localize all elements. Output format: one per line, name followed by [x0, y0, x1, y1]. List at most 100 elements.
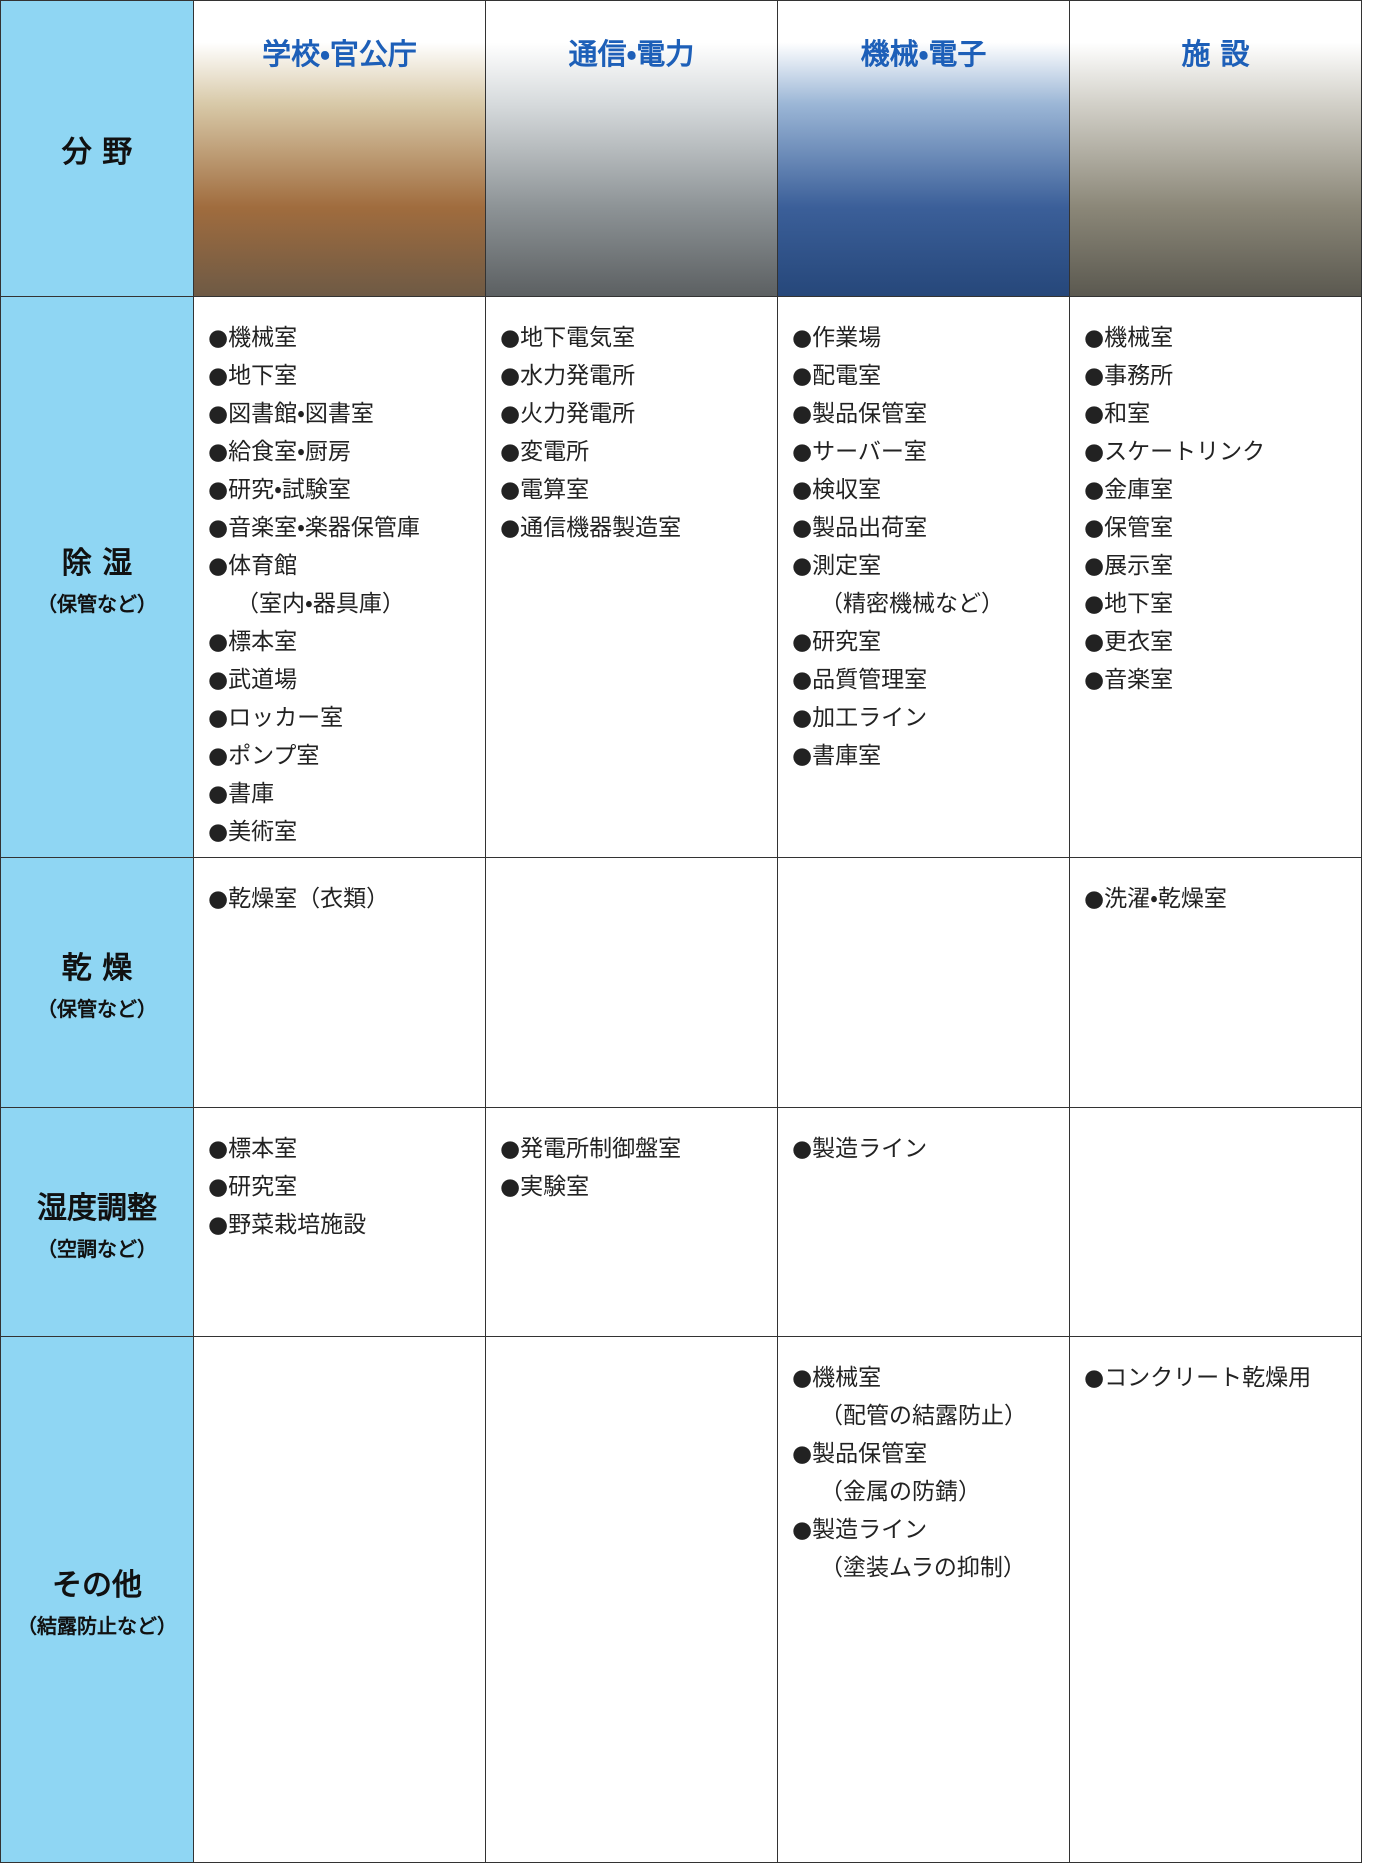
item-note: （室内・器具庫）: [236, 591, 405, 617]
row-label: その他: [52, 1568, 142, 1603]
item: ●美術室: [208, 819, 298, 845]
item: ●製品保管室: [792, 1441, 928, 1467]
item: ●標本室: [208, 1136, 298, 1162]
item-list: ●洗濯・乾燥室: [1070, 858, 1361, 918]
row-label-cell: 湿度調整 （空調など）: [0, 1108, 194, 1337]
table-cell: ●機械室 （配管の結露防止） ●製品保管室 （金属の防錆） ●製造ライン （塗装ムラの抑制…: [778, 1337, 1070, 1863]
row-sublabel: （保管など）: [37, 997, 157, 1021]
item: ●給食室・厨房: [208, 439, 351, 465]
item-list: ●発電所制御盤室 ●実験室: [486, 1108, 777, 1206]
row-label: 除 湿: [61, 545, 133, 581]
item: ●研究室: [208, 1174, 298, 1200]
item: ●標本室: [208, 629, 298, 655]
item: ●研究室: [792, 629, 882, 655]
item-note: （塗装ムラの抑制）: [820, 1555, 1026, 1581]
item: ●製品出荷室: [792, 515, 928, 541]
item: ●配電室: [792, 363, 882, 389]
item: ●地下室: [208, 363, 298, 389]
row-sublabel: （結露防止など）: [17, 1614, 177, 1638]
item: ●スケートリンク: [1084, 439, 1266, 465]
item-list: ●標本室 ●研究室 ●野菜栽培施設: [194, 1108, 485, 1244]
item: ●加工ライン: [792, 705, 928, 731]
item: ●機械室: [792, 1365, 882, 1391]
table-cell: [1070, 1108, 1362, 1337]
item-list: ●地下電気室 ●水力発電所 ●火力発電所 ●変電所 ●電算室 ●通信機器製造室: [486, 297, 777, 547]
item: ●書庫室: [792, 743, 882, 769]
item: ●火力発電所: [500, 401, 636, 427]
item: ●発電所制御盤室: [500, 1136, 682, 1162]
item: ●洗濯・乾燥室: [1084, 886, 1227, 912]
item: ●製造ライン: [792, 1136, 928, 1162]
item: ●野菜栽培施設: [208, 1212, 367, 1238]
item-list: ●作業場 ●配電室 ●製品保管室 ●サーバー室 ●検収室 ●製品出荷室 ●測定室 （精密機械な…: [778, 297, 1069, 775]
item-list: [486, 858, 777, 880]
item: ●作業場: [792, 325, 882, 351]
item-note: （配管の結露防止）: [820, 1403, 1027, 1429]
item: ●和室: [1084, 401, 1151, 427]
item: ●地下室: [1084, 591, 1174, 617]
item-list: [194, 1337, 485, 1359]
table-cell: ●発電所制御盤室 ●実験室: [486, 1108, 778, 1337]
item-list: [486, 1337, 777, 1359]
row-label-cell: 乾 燥 （保管など）: [0, 858, 194, 1108]
item-list: ●機械室 （配管の結露防止） ●製品保管室 （金属の防錆） ●製造ライン （塗装ムラの抑制…: [778, 1337, 1069, 1587]
item: ●金庫室: [1084, 477, 1174, 503]
item-note: （精密機械など）: [820, 591, 1004, 617]
item: ●機械室: [208, 325, 298, 351]
column-header: 通信・電力: [486, 0, 778, 297]
row-label-cell: その他 （結露防止など）: [0, 1337, 194, 1863]
row-label: 乾 燥: [61, 951, 133, 986]
item-list: [1070, 1108, 1361, 1130]
table-cell: [194, 1337, 486, 1863]
item: ●品質管理室: [792, 667, 928, 693]
item: ●機械室: [1084, 325, 1174, 351]
item: ●音楽室・楽器保管庫: [208, 515, 420, 541]
column-title: 学校・官公庁: [262, 37, 417, 71]
item: ●水力発電所: [500, 363, 636, 389]
table-cell: ●乾燥室（衣類）: [194, 858, 486, 1108]
item-list: [778, 858, 1069, 880]
item-note: （金属の防錆）: [820, 1479, 981, 1505]
item: ●検収室: [792, 477, 882, 503]
item-list: ●機械室 ●地下室 ●図書館・図書室 ●給食室・厨房 ●研究・試験室 ●音楽室・楽器保管庫…: [194, 297, 485, 851]
item: ●保管室: [1084, 515, 1174, 541]
item: ●ポンプ室: [208, 743, 320, 769]
row-sublabel: （保管など）: [37, 591, 157, 616]
item: ●実験室: [500, 1174, 590, 1200]
column-title: 施 設: [1181, 37, 1250, 71]
table-cell: ●作業場 ●配電室 ●製品保管室 ●サーバー室 ●検収室 ●製品出荷室 ●測定室 （精密機械な…: [778, 297, 1070, 858]
item: ●武道場: [208, 667, 298, 693]
table-cell: ●洗濯・乾燥室: [1070, 858, 1362, 1108]
item-list: ●機械室 ●事務所 ●和室 ●スケートリンク ●金庫室 ●保管室 ●展示室 ●地下室 ●更衣室 ●…: [1070, 297, 1361, 699]
item-list: ●乾燥室（衣類）: [194, 858, 485, 918]
item: ●測定室: [792, 553, 882, 579]
item: ●更衣室: [1084, 629, 1174, 655]
item: ●製造ライン: [792, 1517, 928, 1543]
item: ●書庫: [208, 781, 275, 807]
table-cell: ●コンクリート乾燥用: [1070, 1337, 1362, 1863]
column-header: 学校・官公庁: [194, 0, 486, 297]
item: ●コンクリート乾燥用: [1084, 1365, 1312, 1391]
item: ●通信機器製造室: [500, 515, 682, 541]
header-label: 分 野: [61, 134, 133, 170]
column-header: 機械・電子: [778, 0, 1070, 297]
item: ●サーバー室: [792, 439, 927, 465]
column-title: 機械・電子: [860, 37, 987, 71]
table-cell: [486, 858, 778, 1108]
item: ●展示室: [1084, 553, 1174, 579]
item: ●音楽室: [1084, 667, 1174, 693]
row-label: 湿度調整: [37, 1190, 157, 1226]
column-header: 施 設: [1070, 0, 1362, 297]
item: ●事務所: [1084, 363, 1174, 389]
row-sublabel: （空調など）: [37, 1236, 157, 1261]
header-label-cell: 分 野: [0, 0, 194, 297]
item: ●地下電気室: [500, 325, 636, 351]
item: ●乾燥室（衣類）: [208, 886, 390, 912]
table-cell: [778, 858, 1070, 1108]
table-cell: [486, 1337, 778, 1863]
row-label-cell: 除 湿 （保管など）: [0, 297, 194, 858]
item-list: ●製造ライン: [778, 1108, 1069, 1168]
item: ●研究・試験室: [208, 477, 351, 503]
item: ●変電所: [500, 439, 590, 465]
